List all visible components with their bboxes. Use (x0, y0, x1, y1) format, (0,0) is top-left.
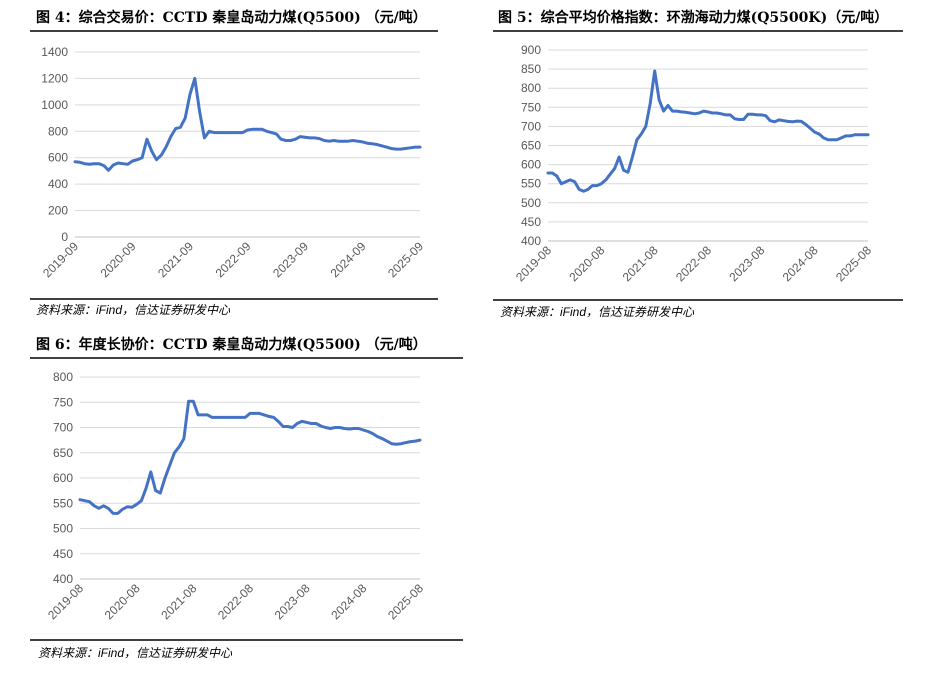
y-tick-label: 1000 (41, 98, 68, 112)
y-tick-label: 0 (61, 230, 68, 244)
y-tick-label: 600 (521, 158, 541, 172)
y-tick-label: 1200 (41, 71, 68, 85)
y-tick-label: 400 (53, 572, 73, 586)
x-tick-label: 2022-09 (213, 239, 254, 280)
y-tick-label: 200 (48, 204, 68, 218)
y-tick-label: 700 (53, 421, 73, 435)
x-tick-label: 2022-08 (215, 581, 256, 622)
source-note: 资料来源：iFind，信达证券研发中心 (36, 303, 231, 317)
y-tick-label: 400 (521, 234, 541, 248)
x-tick-label: 2020-09 (98, 239, 139, 280)
x-tick-label: 2019-08 (45, 581, 86, 622)
source-note: 资料来源：iFind，信达证券研发中心 (500, 305, 695, 319)
x-tick-label: 2019-08 (513, 243, 554, 284)
y-tick-label: 600 (48, 151, 68, 165)
x-tick-label: 2022-08 (673, 243, 714, 284)
y-tick-label: 500 (53, 522, 73, 536)
x-tick-label: 2024-08 (780, 243, 821, 284)
x-tick-label: 2025-08 (385, 581, 426, 622)
y-tick-label: 750 (521, 100, 541, 114)
x-tick-label: 2021-09 (155, 239, 196, 280)
x-tick-label: 2024-09 (328, 239, 369, 280)
data-line (78, 399, 422, 515)
chart-title: 图 6：年度长协价：CCTD 秦皇岛动力煤(Q5500) （元/吨） (36, 336, 427, 353)
y-tick-label: 900 (521, 43, 541, 57)
source-note: 资料来源：iFind，信达证券研发中心 (38, 646, 233, 660)
y-tick-label: 700 (521, 119, 541, 133)
x-tick-label: 2025-09 (385, 239, 426, 280)
x-tick-label: 2021-08 (620, 243, 661, 284)
y-tick-label: 550 (521, 177, 541, 191)
y-tick-label: 800 (521, 81, 541, 95)
y-tick-label: 450 (53, 547, 73, 561)
x-tick-label: 2020-08 (102, 581, 143, 622)
y-tick-label: 650 (521, 139, 541, 153)
y-tick-label: 650 (53, 446, 73, 460)
y-tick-label: 550 (53, 496, 73, 510)
data-line (73, 76, 422, 172)
y-tick-label: 750 (53, 395, 73, 409)
x-tick-label: 2019-09 (40, 239, 81, 280)
y-tick-label: 850 (521, 62, 541, 76)
chart-title: 图 4：综合交易价：CCTD 秦皇岛动力煤(Q5500) （元/吨） (36, 9, 427, 26)
data-line (546, 69, 870, 193)
chart-title: 图 5：综合平均价格指数：环渤海动力煤(Q5500K)（元/吨） (498, 9, 888, 26)
x-tick-label: 2024-08 (328, 581, 369, 622)
x-tick-label: 2020-08 (566, 243, 607, 284)
y-tick-label: 800 (48, 124, 68, 138)
x-tick-label: 2023-08 (272, 581, 313, 622)
x-tick-label: 2025-08 (833, 243, 874, 284)
x-tick-label: 2023-08 (726, 243, 767, 284)
y-tick-label: 800 (53, 370, 73, 384)
x-tick-label: 2023-09 (270, 239, 311, 280)
y-tick-label: 500 (521, 196, 541, 210)
y-tick-label: 1400 (41, 45, 68, 59)
y-tick-label: 400 (48, 177, 68, 191)
y-tick-label: 600 (53, 471, 73, 485)
x-tick-label: 2021-08 (158, 581, 199, 622)
y-tick-label: 450 (521, 215, 541, 229)
